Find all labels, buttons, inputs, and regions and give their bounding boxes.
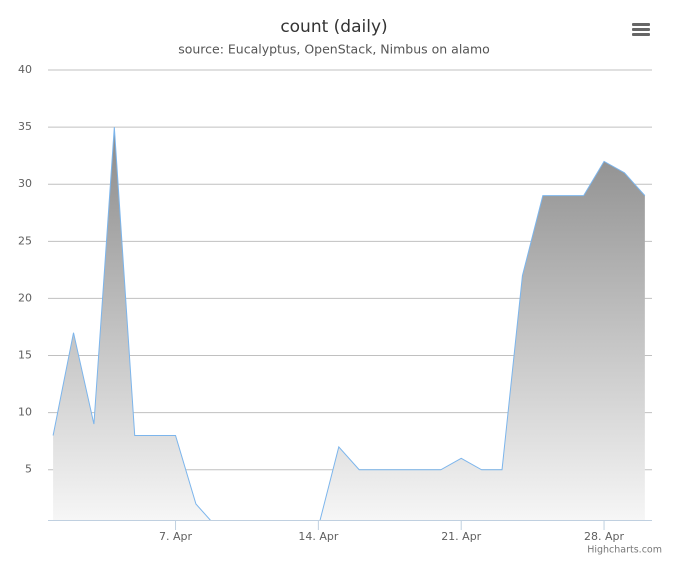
y-tick-label: 10 <box>18 406 32 419</box>
menu-button[interactable] <box>632 23 650 36</box>
y-tick-label: 35 <box>18 120 32 133</box>
y-tick-label: 25 <box>18 234 32 247</box>
y-tick-label: 5 <box>25 463 32 476</box>
x-tick-label: 14. Apr <box>298 530 338 543</box>
menu-bar[interactable] <box>632 28 650 31</box>
x-tick-label: 21. Apr <box>441 530 481 543</box>
y-tick-label: 40 <box>18 63 32 76</box>
y-tick-label: 30 <box>18 177 32 190</box>
menu-bar[interactable] <box>632 33 650 36</box>
credits[interactable]: Highcharts.com <box>587 545 662 556</box>
area-fill <box>53 127 645 520</box>
y-tick-label: 15 <box>18 349 32 362</box>
chart-title: count (daily) <box>280 17 387 37</box>
y-tick-label: 20 <box>18 291 32 304</box>
x-tick-label: 28. Apr <box>584 530 624 543</box>
menu-bar[interactable] <box>632 23 650 26</box>
x-tick-label: 7. Apr <box>159 530 192 543</box>
chart-subtitle: source: Eucalyptus, OpenStack, Nimbus on… <box>178 42 490 57</box>
area-line <box>52 127 646 520</box>
